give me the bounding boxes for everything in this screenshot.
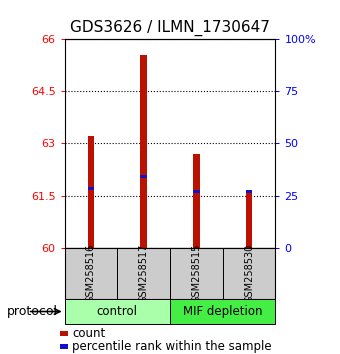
Bar — [246, 194, 252, 248]
Text: MIF depletion: MIF depletion — [183, 305, 262, 318]
Bar — [193, 154, 200, 248]
Bar — [170, 248, 223, 299]
Bar — [246, 190, 252, 193]
Bar — [88, 187, 94, 190]
Bar — [60, 344, 68, 349]
Bar — [65, 248, 117, 299]
Bar — [65, 299, 170, 324]
Text: protocol: protocol — [7, 305, 58, 318]
Text: count: count — [72, 327, 106, 340]
Text: GSM258516: GSM258516 — [86, 244, 96, 303]
Text: control: control — [97, 305, 138, 318]
Bar — [223, 248, 275, 299]
Text: GSM258530: GSM258530 — [244, 244, 254, 303]
Title: GDS3626 / ILMN_1730647: GDS3626 / ILMN_1730647 — [70, 20, 270, 36]
Text: percentile rank within the sample: percentile rank within the sample — [72, 340, 272, 353]
Bar — [170, 299, 275, 324]
Bar — [140, 55, 147, 248]
Bar — [88, 136, 94, 248]
Text: GSM258517: GSM258517 — [139, 244, 149, 303]
Bar — [193, 190, 200, 193]
Bar — [60, 331, 68, 336]
Bar — [140, 175, 147, 178]
Text: GSM258515: GSM258515 — [191, 244, 201, 303]
Bar — [117, 248, 170, 299]
